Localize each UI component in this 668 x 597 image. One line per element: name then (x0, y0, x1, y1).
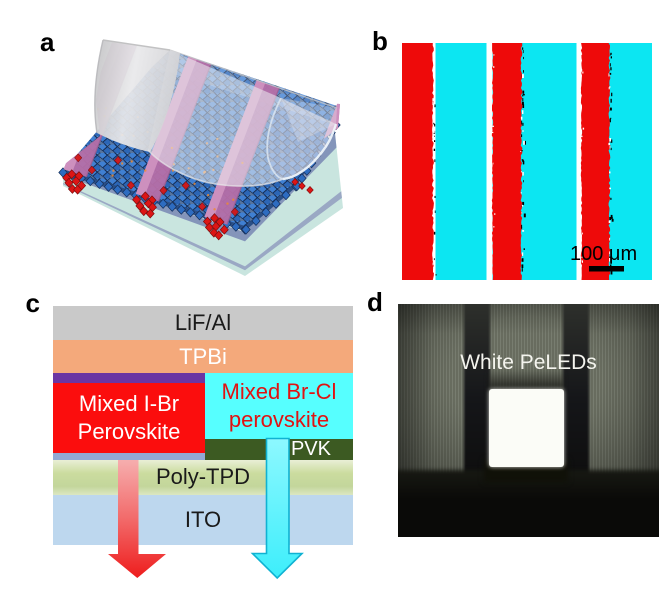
svg-text:100 μm: 100 μm (570, 243, 637, 265)
